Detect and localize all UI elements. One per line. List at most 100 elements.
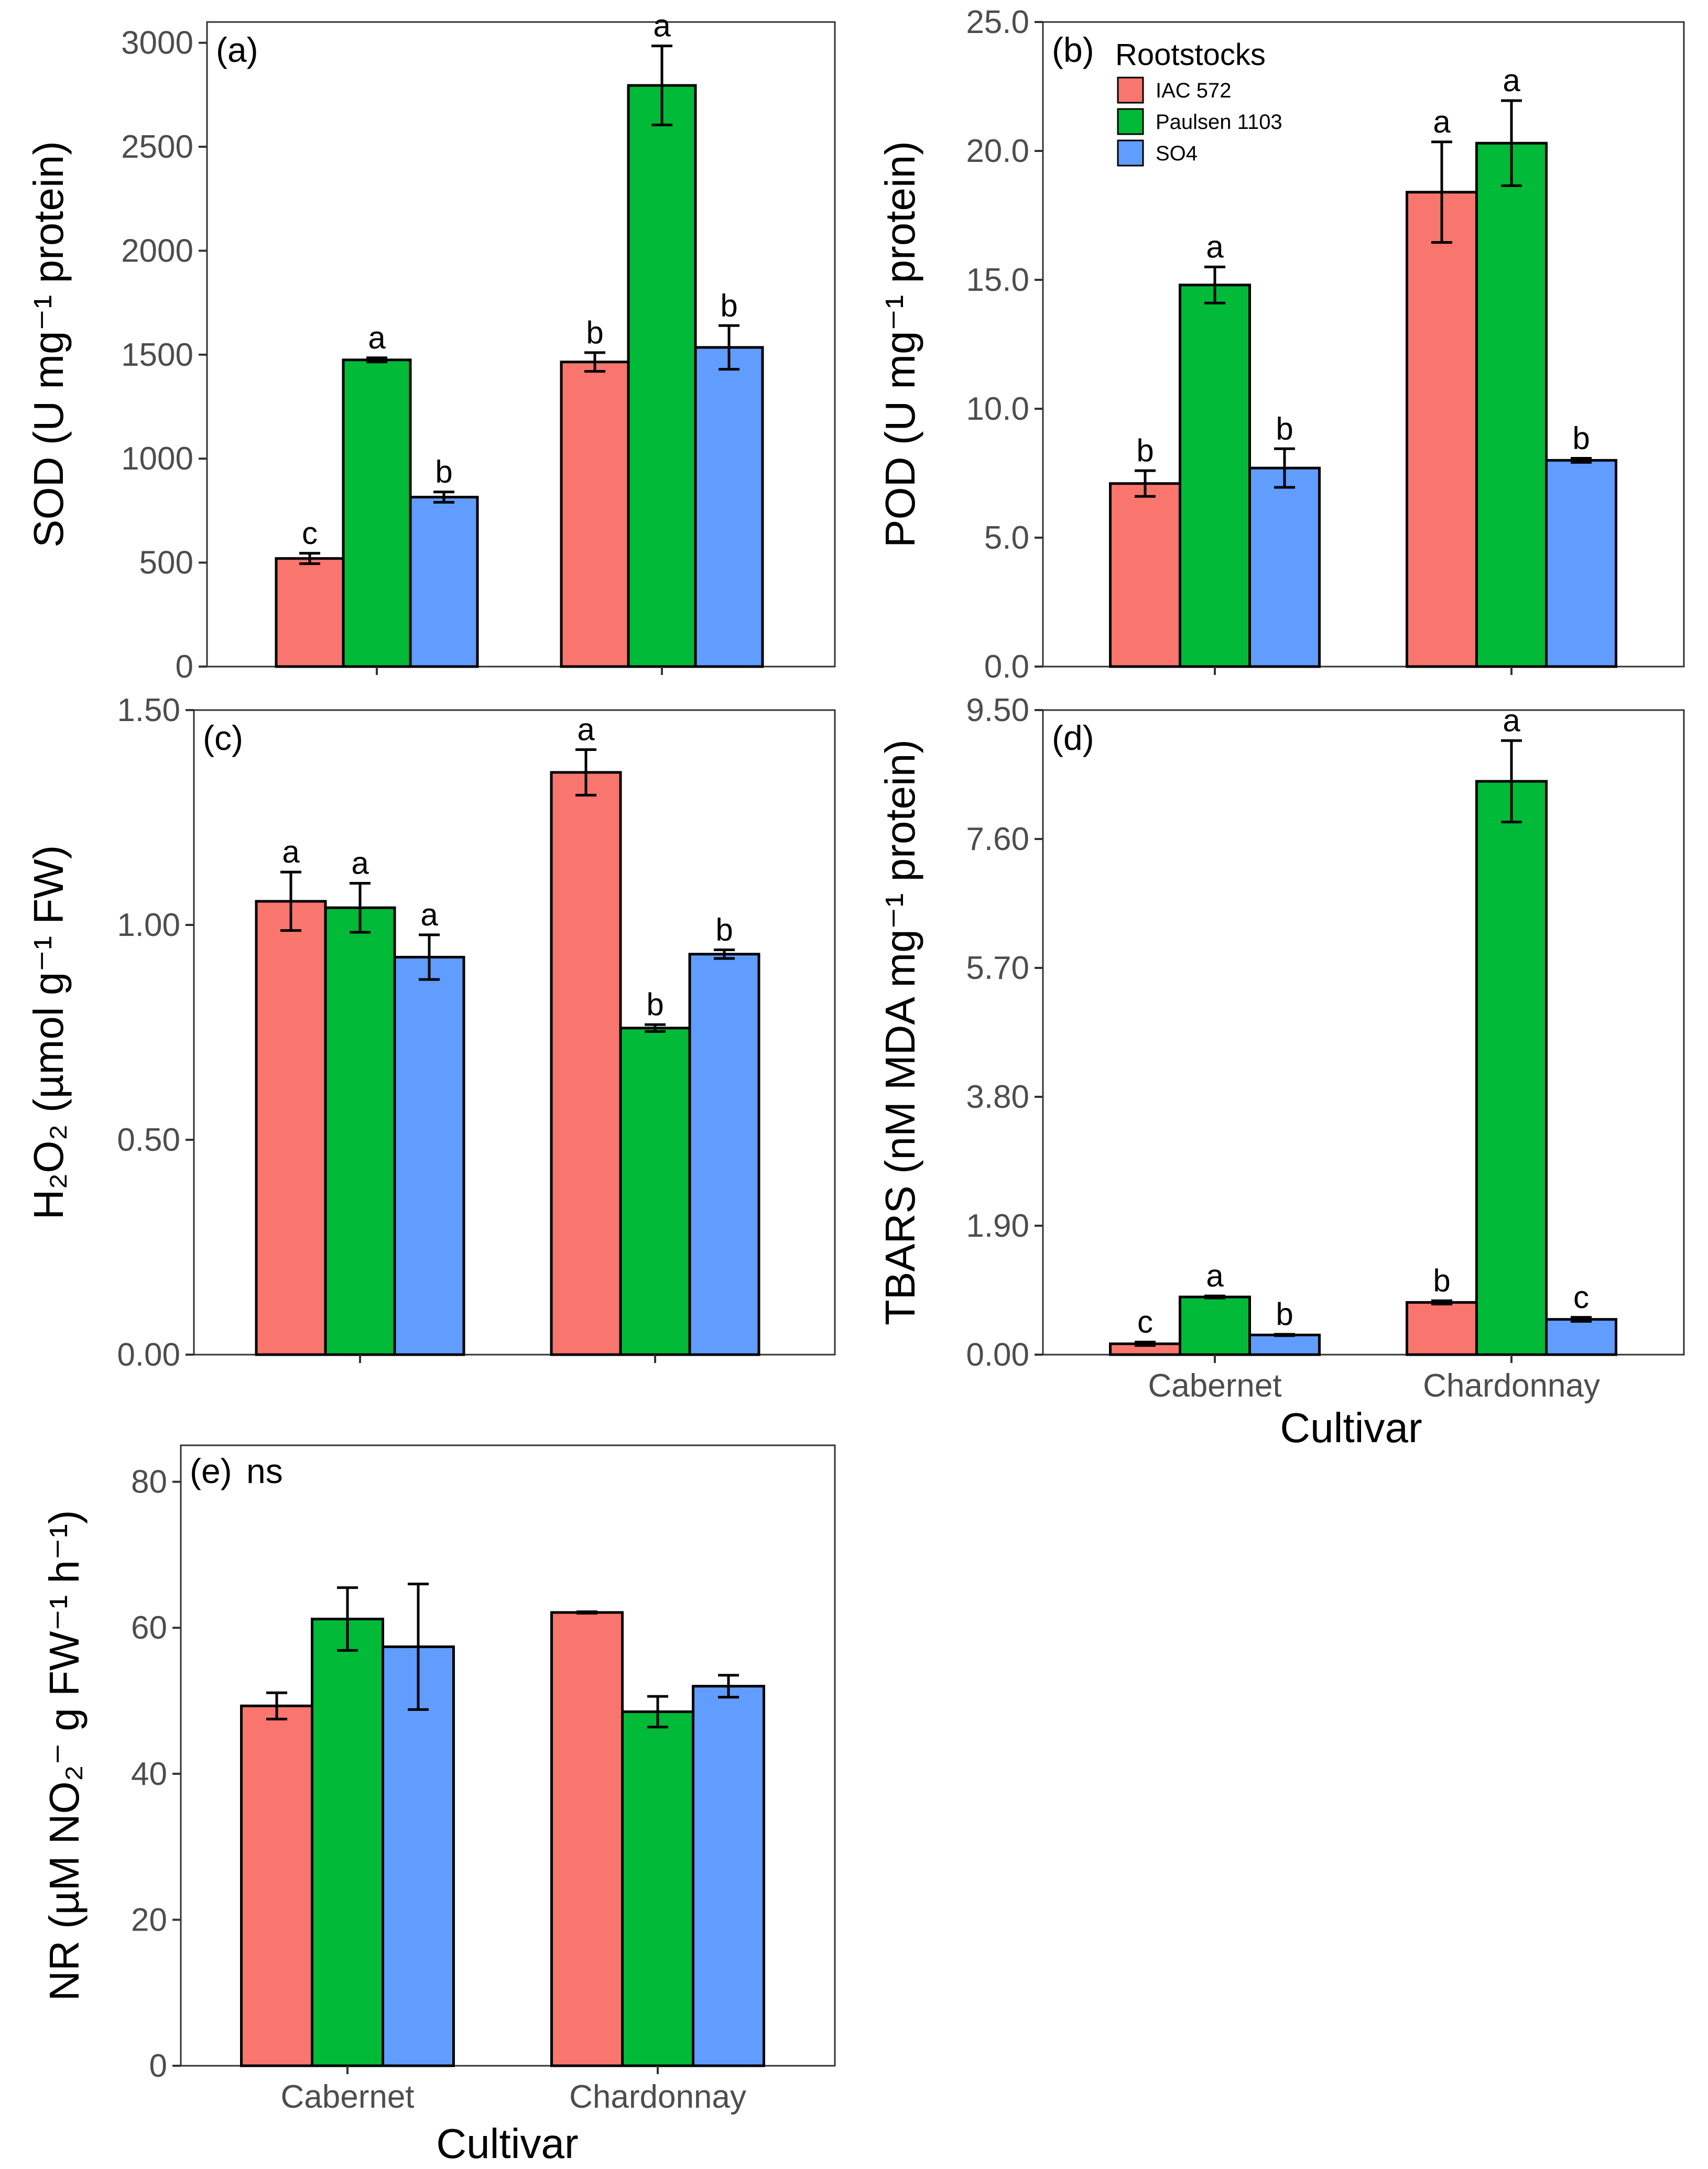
- error-bar-c-0-1: [575, 748, 596, 797]
- error-bar-d-0-1: [1431, 1299, 1452, 1306]
- error-bar-b-0-1: [1431, 140, 1452, 244]
- panel-label-b: (b): [1052, 30, 1094, 69]
- error-bar-c-1-1: [645, 1023, 666, 1033]
- sig-letter-b-1-1: a: [1503, 63, 1520, 98]
- sig-letter-b-1-0: a: [1206, 229, 1224, 264]
- bar-e-iac-572-chardonnay: [550, 1611, 624, 2067]
- plot-frame-d: [1042, 709, 1685, 1356]
- y-tick-label-c-2: 1.00: [117, 907, 180, 943]
- x-axis-c: [359, 1355, 656, 1363]
- y-tick-label-d-5: 9.50: [966, 692, 1029, 728]
- y-tick-label-e-4: 80: [131, 1464, 167, 1500]
- error-bar-d-2-1: [1571, 1316, 1592, 1323]
- sig-letter-c-1-0: a: [351, 845, 369, 880]
- legend-item-paulsen1103: Paulsen 1103: [1117, 108, 1282, 135]
- error-bar-b-1-0: [1204, 265, 1225, 304]
- bar-b-iac-572-chardonnay: [1406, 191, 1478, 668]
- sig-letter-c-2-1: b: [715, 912, 733, 947]
- legend-title: Rootstocks: [1115, 38, 1266, 72]
- y-tick-label-a-0: 0: [176, 649, 193, 685]
- plot-frame-c: [193, 709, 836, 1356]
- plot-frame-e: [180, 1444, 836, 2067]
- bars-b: [1109, 141, 1617, 668]
- bar-d-so4-chardonnay: [1545, 1318, 1617, 1356]
- y-tick-label-d-4: 7.60: [966, 821, 1029, 857]
- y-axis-a: 0 500 1000 1500 2000 2500 3000: [121, 25, 207, 685]
- error-bar-a-0-1: [584, 351, 605, 373]
- sig-letter-a-0-0: c: [302, 516, 318, 551]
- panel-label-a: (a): [216, 30, 258, 69]
- bars-e: [240, 1611, 765, 2067]
- x-axis-title-e: Cultivar: [436, 2120, 578, 2167]
- y-tick-label-b-1: 5.0: [984, 520, 1029, 556]
- error-bars-b: [1135, 99, 1592, 498]
- x-axis-title-d: Cultivar: [1280, 1404, 1422, 1451]
- bar-c-paulsen-1103-cabernet: [324, 906, 396, 1356]
- error-bar-a-1-0: [366, 356, 387, 364]
- bar-b-paulsen-1103-chardonnay: [1475, 141, 1548, 668]
- error-bar-d-1-1: [1501, 739, 1522, 824]
- sig-letter-a-0-1: b: [586, 315, 603, 350]
- y-axis-title-c: H₂O₂ (µmol g⁻¹ FW): [25, 845, 72, 1220]
- bar-a-so4-chardonnay: [694, 346, 764, 668]
- y-tick-label-d-2: 3.80: [966, 1079, 1029, 1115]
- x-tick-label-e-1: Chardonnay: [569, 2079, 746, 2115]
- legend-label-iac572: IAC 572: [1156, 79, 1232, 102]
- sig-letter-d-2-1: c: [1573, 1280, 1589, 1315]
- bar-c-iac-572-cabernet: [255, 900, 327, 1356]
- error-bar-a-2-1: [719, 324, 739, 371]
- sig-letter-d-0-0: c: [1137, 1304, 1153, 1339]
- sig-letters-c: a a a b a b: [282, 712, 733, 1022]
- error-bar-a-2-0: [433, 491, 454, 504]
- bar-d-so4-cabernet: [1248, 1333, 1321, 1356]
- y-tick-label-b-4: 20.0: [966, 133, 1029, 169]
- panel-label-d: (d): [1052, 718, 1094, 757]
- bar-d-paulsen-1103-chardonnay: [1475, 780, 1548, 1356]
- legend-label-paulsen1103: Paulsen 1103: [1156, 111, 1282, 134]
- sig-letters-d: c b a a b c: [1137, 703, 1589, 1339]
- bar-e-so4-cabernet: [382, 1645, 455, 2067]
- error-bars-e: [266, 1583, 739, 1729]
- x-axis-d: Cabernet Chardonnay: [1148, 1355, 1600, 1404]
- y-axis-title-d: TBARS (nM MDA mg⁻¹ protein): [877, 739, 923, 1325]
- error-bar-d-2-0: [1274, 1333, 1295, 1337]
- bar-b-iac-572-cabernet: [1109, 482, 1181, 668]
- sig-letter-a-1-0: a: [368, 320, 386, 355]
- error-bar-c-1-0: [350, 881, 371, 934]
- bar-c-paulsen-1103-chardonnay: [619, 1027, 691, 1356]
- panel-e: 0 20 40 60 80 Cabernet Chardonnay (e) ns NR (…: [41, 1444, 836, 2167]
- sig-letter-c-2-0: a: [420, 897, 438, 932]
- y-tick-label-e-3: 60: [131, 1610, 167, 1646]
- x-tick-label-e-0: Cabernet: [280, 2079, 414, 2115]
- bar-e-paulsen-1103-cabernet: [311, 1618, 384, 2067]
- legend-swatch-iac572: [1117, 77, 1144, 104]
- y-axis-title-a: SOD (U mg⁻¹ protein): [25, 141, 72, 548]
- legend: Rootstocks IAC 572 Paulsen 1103 SO4: [1115, 38, 1282, 167]
- y-tick-label-a-3: 1500: [121, 337, 193, 373]
- y-tick-label-b-3: 15.0: [966, 262, 1029, 298]
- y-axis-title-e: NR (µM NO₂⁻ g FW⁻¹ h⁻¹): [41, 1510, 88, 2001]
- error-bar-e-0-0: [266, 1691, 287, 1720]
- bar-a-paulsen-1103-cabernet: [342, 358, 412, 668]
- bar-e-paulsen-1103-chardonnay: [621, 1710, 694, 2067]
- ns-note: ns: [246, 1452, 283, 1490]
- x-axis-a: [376, 667, 663, 675]
- x-axis-e: Cabernet Chardonnay: [280, 2066, 746, 2115]
- sig-letter-a-2-0: b: [435, 454, 452, 489]
- y-tick-label-d-3: 5.70: [966, 950, 1029, 986]
- y-axis-e: 0 20 40 60 80: [131, 1464, 181, 2084]
- bar-b-so4-chardonnay: [1545, 459, 1617, 668]
- sig-letter-d-1-0: a: [1206, 1258, 1224, 1293]
- y-tick-label-a-6: 3000: [121, 25, 193, 61]
- sig-letter-c-0-1: a: [577, 712, 595, 747]
- bars-a: [275, 84, 764, 668]
- y-tick-label-b-2: 10.0: [966, 391, 1029, 427]
- x-tick-label-d-1: Chardonnay: [1423, 1368, 1600, 1404]
- y-tick-label-b-5: 25.0: [966, 4, 1029, 40]
- bars-d: [1109, 780, 1617, 1356]
- bar-d-paulsen-1103-cabernet: [1179, 1295, 1251, 1356]
- panel-d: c b a a b c 0.00 1.90 3.80 5.70 7.60 9.50 Cabernet…: [877, 692, 1685, 1451]
- bars-c: [255, 771, 760, 1356]
- sig-letter-d-1-1: a: [1503, 703, 1520, 738]
- y-axis-c: 0.00 0.50 1.00 1.50: [117, 692, 194, 1373]
